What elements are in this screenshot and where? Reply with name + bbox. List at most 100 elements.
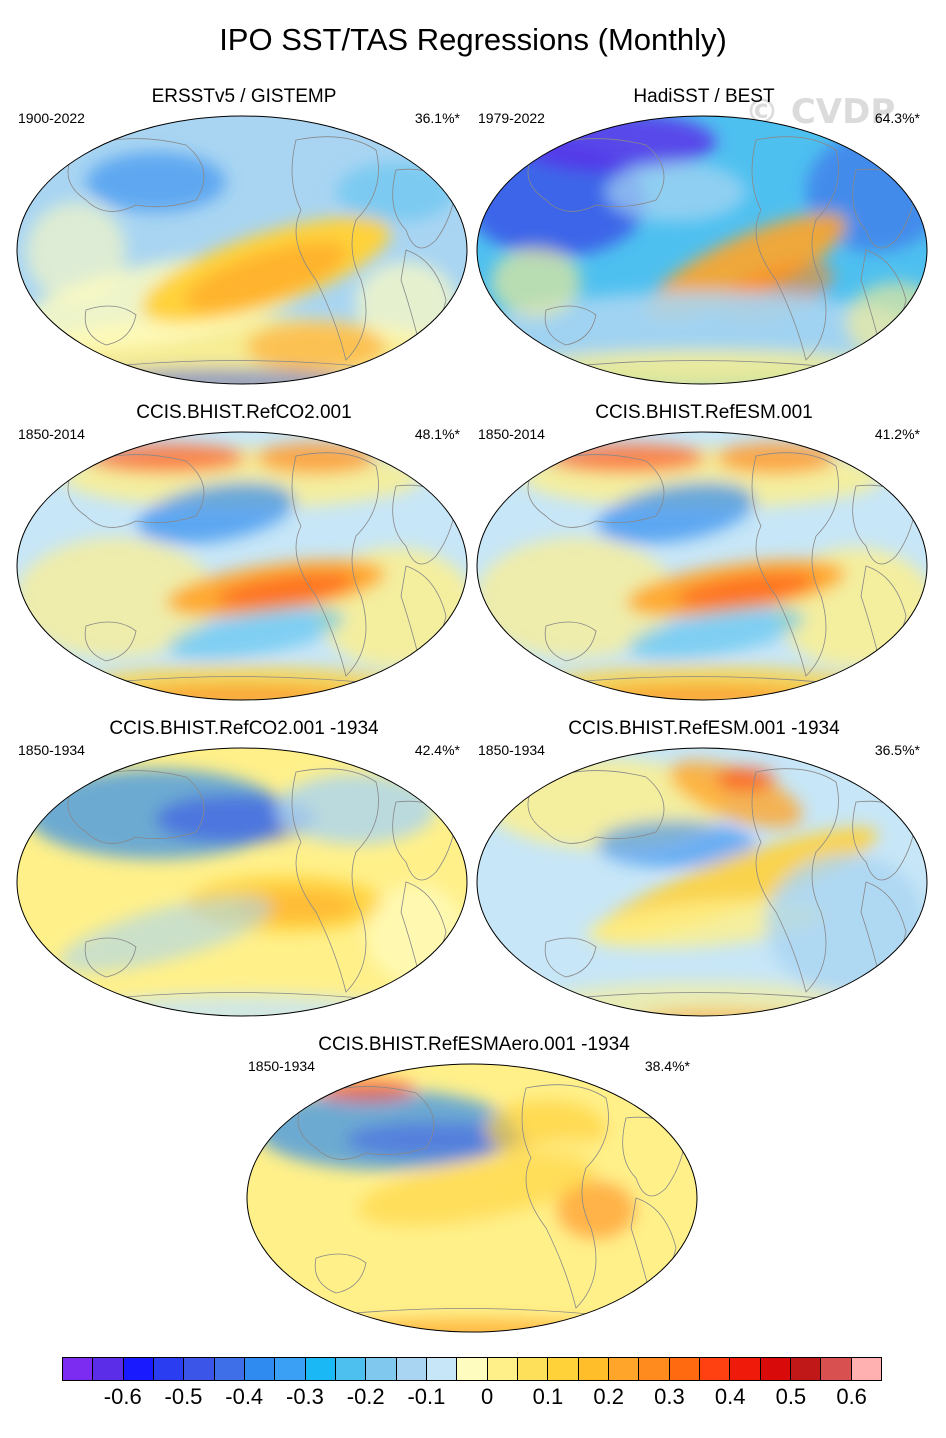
coastline (314, 1253, 367, 1294)
panel-years: 1850-1934 (18, 742, 85, 758)
coastline (527, 138, 665, 212)
anomaly-region (216, 573, 356, 607)
panel-variance-percent: 41.2%* (874, 426, 920, 442)
coastline (544, 621, 597, 662)
coastline (751, 136, 839, 361)
anomaly-region (86, 152, 226, 212)
colorbar-swatch (93, 1358, 124, 1380)
map-panel: CCIS.BHIST.RefCO2.001 1850-2014 48.1%* (14, 402, 474, 702)
coastline (291, 452, 379, 677)
coastline (291, 768, 379, 993)
panel-years: 1979-2022 (478, 110, 545, 126)
colorbar-swatch (396, 1358, 427, 1380)
colorbar-swatch (669, 1358, 700, 1380)
map-panel: CCIS.BHIST.RefCO2.001 -1934 1850-1934 42.4… (14, 718, 474, 1018)
colorbar-swatch (244, 1358, 276, 1380)
coastline (544, 305, 597, 346)
anomaly-region (676, 573, 816, 607)
panel-variance-percent: 42.4%* (414, 742, 460, 758)
anomaly-region (586, 899, 826, 949)
map-border (16, 431, 468, 701)
colorbar-swatch (699, 1358, 731, 1380)
map-border (16, 115, 468, 385)
colorbar-swatch (214, 1358, 245, 1380)
colorbar-swatch (851, 1358, 881, 1380)
anomaly-region (336, 162, 456, 222)
coastline (544, 937, 597, 978)
coastline (84, 937, 137, 978)
colorbar-swatch (578, 1358, 609, 1380)
colorbar-tick-label: -0.4 (225, 1384, 264, 1409)
colorbar-swatch (335, 1358, 367, 1380)
anomaly-region (246, 322, 386, 372)
anomaly-region (17, 538, 216, 658)
panel-title: CCIS.BHIST.RefCO2.001 -1934 (109, 718, 379, 739)
colorbar-swatch (730, 1358, 761, 1380)
anomaly-region (276, 1200, 516, 1300)
robinson-map (16, 115, 468, 385)
anomaly-region (592, 686, 812, 700)
map-panel: CCIS.BHIST.RefESM.001 1850-2014 41.2%* (474, 402, 934, 702)
anomaly-region (669, 760, 803, 828)
robinson-map (16, 431, 468, 701)
anomaly-region (356, 262, 456, 342)
panel-title: CCIS.BHIST.RefESMAero.001 -1934 (318, 1034, 630, 1055)
panel-title: CCIS.BHIST.RefCO2.001 (136, 402, 352, 423)
coastline (67, 454, 205, 528)
panel-years: 1900-2022 (18, 110, 85, 126)
panel-title: ERSSTv5 / GISTEMP (151, 86, 337, 107)
colorbar-swatch (517, 1358, 549, 1380)
robinson-map (246, 1063, 698, 1333)
colorbar-tick-label: 0.3 (654, 1384, 685, 1409)
coastline (67, 138, 205, 212)
robinson-map (476, 431, 928, 701)
panel-title: CCIS.BHIST.RefESM.001 (595, 402, 813, 423)
colorbar-swatch (305, 1358, 336, 1380)
coastline (521, 1084, 609, 1309)
anomaly-region (477, 538, 676, 658)
anomaly-region (137, 482, 295, 544)
coastline (84, 305, 137, 346)
anomaly-region (72, 994, 412, 1016)
colorbar-swatch (123, 1358, 154, 1380)
panel-years: 1850-1934 (478, 742, 545, 758)
anomaly-region (346, 1122, 526, 1158)
map-border (476, 115, 928, 385)
colorbar-swatch (760, 1358, 791, 1380)
anomaly-region (184, 242, 348, 312)
panel-years: 1850-2014 (18, 426, 85, 442)
colorbar-swatch (63, 1358, 94, 1380)
colorbar-swatch (366, 1358, 397, 1380)
colorbar-swatch (184, 1358, 215, 1380)
anomaly-region (606, 162, 746, 222)
panel-years: 1850-1934 (248, 1058, 315, 1074)
robinson-map (16, 747, 468, 1017)
colorbar-tick-label: -0.2 (346, 1384, 385, 1409)
anomaly-region (357, 1153, 595, 1227)
colorbar-tick-label: 0.2 (593, 1384, 624, 1409)
anomaly-region (156, 795, 316, 843)
colorbar-swatch (639, 1358, 670, 1380)
coastline (751, 768, 839, 993)
colorbar-swatch (790, 1358, 822, 1380)
anomaly-region (546, 443, 706, 473)
anomaly-region (132, 686, 352, 700)
anomaly-region (86, 443, 246, 473)
figure-title: IPO SST/TAS Regressions (Monthly) (219, 22, 727, 57)
anomaly-region (716, 767, 776, 791)
anomaly-region (627, 606, 805, 660)
colorbar-swatch (457, 1358, 488, 1380)
anomaly-region (256, 442, 376, 474)
map-border (476, 431, 928, 701)
map-panel: ERSSTv5 / GISTEMP 1900-2022 36.1%* (14, 86, 474, 386)
panel-variance-percent: 48.1%* (414, 426, 460, 442)
map-border (476, 747, 928, 1017)
coastline (297, 1086, 435, 1160)
coastline (527, 770, 665, 844)
colorbar-swatch (548, 1358, 579, 1380)
coastline (751, 452, 839, 677)
colorbar-tick-label: -0.1 (407, 1384, 446, 1409)
colorbar-tick-label: 0 (481, 1384, 494, 1409)
anomaly-region (596, 820, 756, 868)
colorbar-tick-label: 0.1 (532, 1384, 564, 1409)
